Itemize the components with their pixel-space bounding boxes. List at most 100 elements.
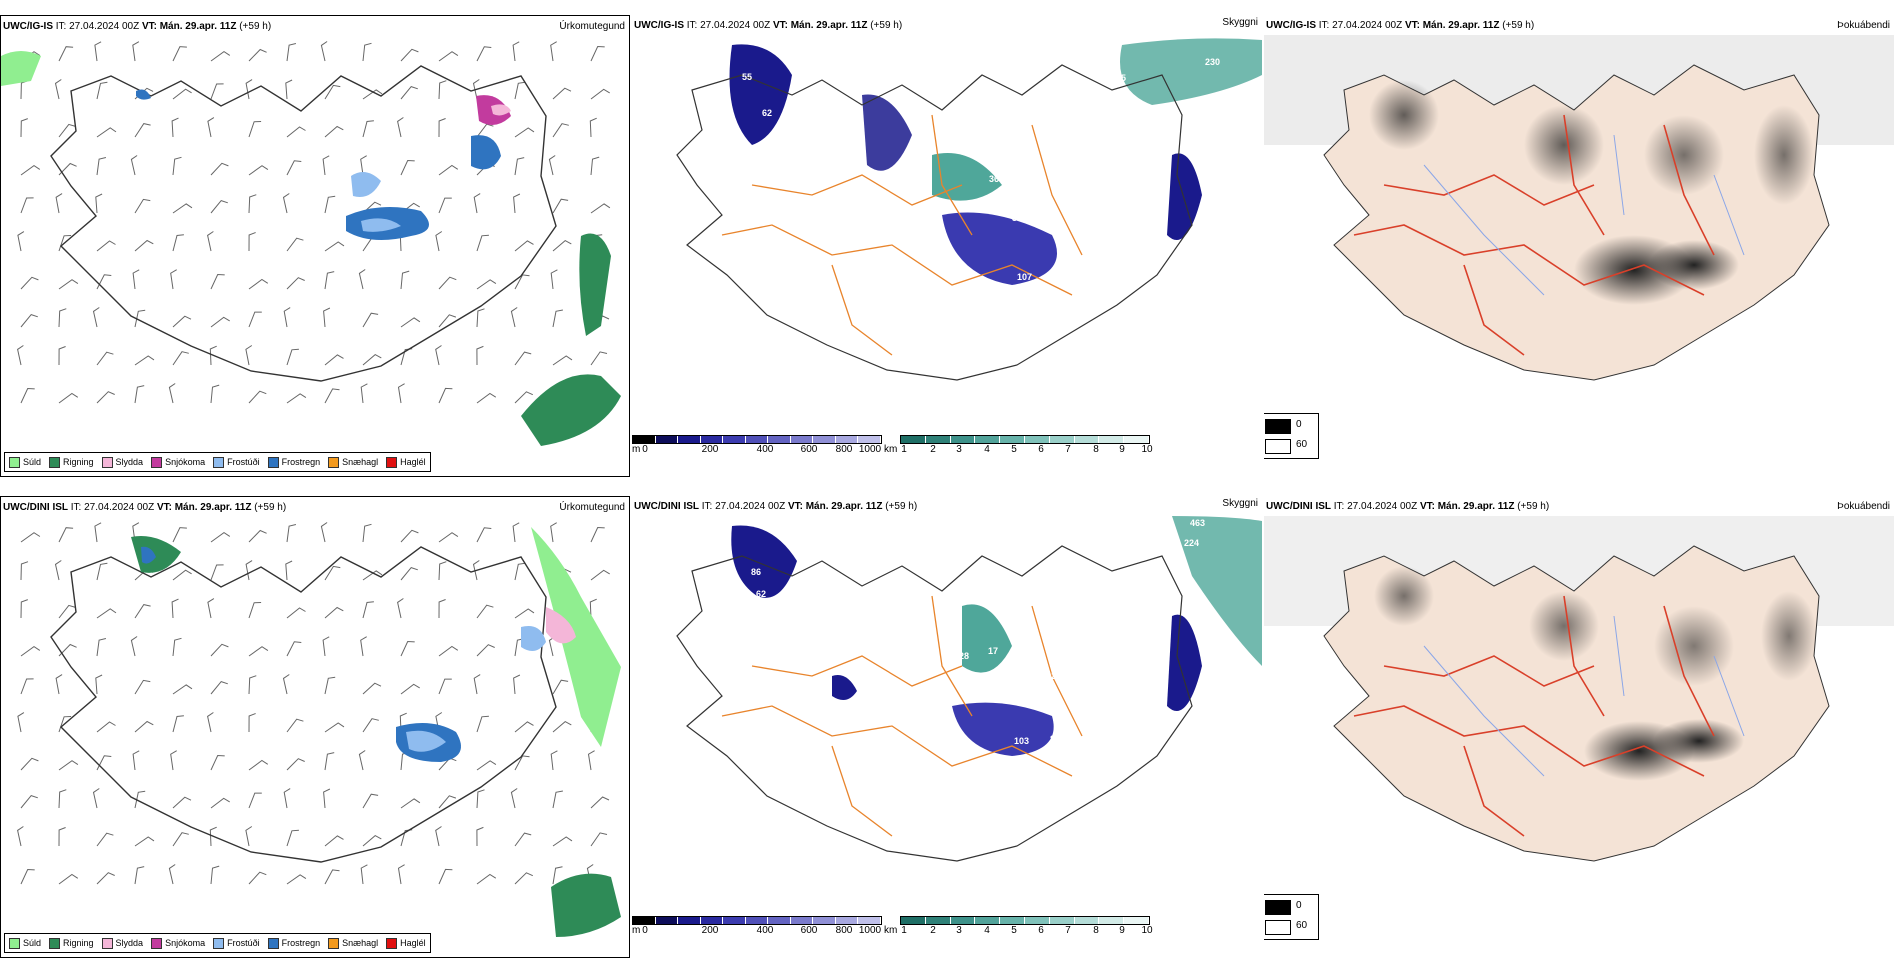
wind-barb: [435, 826, 442, 847]
fog-legend-low-swatch: [1265, 439, 1291, 454]
wind-barb: [248, 759, 269, 771]
wind-barb: [172, 569, 192, 581]
wind-barb: [17, 231, 25, 252]
vis-label: 97: [1098, 278, 1109, 288]
wind-barb: [286, 524, 297, 543]
wind-barb: [58, 604, 76, 619]
wind-barb: [210, 50, 231, 62]
wind-barb: [58, 643, 77, 657]
wind-barb: [170, 269, 177, 290]
panel-field-name: Þokuábendi: [1837, 20, 1890, 31]
colorbar-strip: [632, 916, 882, 925]
wind-barb: [476, 345, 484, 366]
vis-label: 121: [1107, 114, 1123, 124]
colorbar-tick: 1000: [858, 925, 882, 936]
wind-barb: [17, 712, 25, 733]
precip-patches: [131, 527, 621, 937]
wind-barb: [17, 826, 24, 847]
panel-title: UWC/DINI ISL IT: 27.04.2024 00Z VT: Mán.…: [634, 501, 918, 512]
wind-barb: [552, 123, 569, 138]
legend-swatch: [386, 456, 398, 468]
wind-barb: [472, 560, 480, 581]
colorbar-tick: 600: [800, 444, 818, 455]
wind-barb: [210, 643, 229, 657]
wind-barb: [476, 644, 495, 657]
wind-barb: [550, 41, 557, 62]
colorbar-tick: 0: [642, 925, 648, 936]
wind-barb: [360, 636, 367, 657]
wind-barb: [172, 715, 184, 733]
wind-barb: [552, 198, 569, 214]
wind-barb: [397, 864, 405, 885]
wind-barb: [438, 678, 452, 695]
wind-barb: [209, 345, 217, 366]
wind-barb: [130, 155, 138, 176]
wind-barb: [362, 312, 379, 328]
vis-label: 125: [1046, 671, 1062, 681]
wind-barb: [324, 388, 340, 404]
wind-barb: [17, 345, 24, 366]
panel-precip-type-ig: UWC/IG-IS IT: 27.04.2024 00Z VT: Mán. 29…: [0, 15, 630, 477]
wind-barb: [360, 864, 368, 885]
wind-barb: [20, 387, 35, 404]
wind-barb: [58, 760, 79, 771]
wind-barb: [248, 48, 267, 62]
wind-barb: [20, 795, 38, 809]
wind-barb: [207, 712, 214, 733]
colorbar-tick: 9: [1119, 925, 1125, 936]
fog-legend-low-swatch: [1265, 920, 1291, 935]
iceland-coastline: [50, 65, 557, 382]
wind-barb: [172, 684, 193, 695]
wind-barb: [397, 117, 404, 138]
wind-barb: [134, 720, 154, 733]
wind-barb: [171, 598, 179, 619]
fog-legend-high-swatch: [1265, 900, 1291, 915]
wind-barb: [476, 789, 485, 809]
colorbar-tick: 8: [1093, 925, 1099, 936]
colorbar-tick: 6: [1038, 444, 1044, 455]
colorbar-tick: 600: [800, 925, 818, 936]
wind-barb: [476, 234, 489, 252]
wind-barb: [283, 307, 291, 328]
colorbar-tick: 1: [901, 925, 907, 936]
wind-barb: [134, 866, 145, 885]
wind-barb: [286, 829, 299, 847]
vis-label: 83: [1050, 734, 1061, 744]
wind-barb: [132, 41, 140, 62]
wind-barb: [438, 164, 459, 176]
wind-barb: [58, 162, 77, 176]
wind-barb: [438, 51, 459, 62]
wind-barb: [20, 118, 28, 138]
wind-barb: [210, 531, 231, 543]
wind-barb: [20, 164, 41, 176]
wind-barb: [514, 832, 532, 847]
colorbar-tick: 200: [701, 925, 719, 936]
wind-barb: [438, 387, 453, 404]
wind-barb: [96, 832, 114, 847]
legend-item-rigning: Rigning: [49, 456, 94, 468]
wind-barb: [552, 836, 573, 847]
legend-item-frostregn: Frostregn: [267, 937, 320, 949]
wind-barb: [324, 271, 335, 290]
vis-label: 231: [1060, 305, 1076, 315]
wind-barb: [172, 315, 192, 328]
legend-swatch: [49, 937, 61, 949]
vis-label: 121: [1052, 646, 1068, 656]
wind-barb: [210, 797, 230, 809]
wind-barb: [248, 713, 256, 733]
panel-field-name: Úrkomutegund: [559, 502, 625, 513]
legend-swatch: [213, 937, 225, 949]
vis-label: 66: [1119, 734, 1130, 744]
fog-legend-low-label: 60: [1296, 439, 1308, 450]
wind-barb: [20, 757, 39, 771]
wind-barb: [552, 87, 572, 100]
wind-barb: [514, 721, 534, 733]
wind-barb: [590, 569, 610, 581]
colorbar-tick: 400: [756, 444, 774, 455]
colorbar-tick: 1: [901, 444, 907, 455]
wind-barb: [168, 864, 176, 885]
wind-barb: [172, 796, 192, 809]
wind-barb: [172, 203, 193, 214]
colorbar-tick: 8: [1093, 444, 1099, 455]
wind-barb: [245, 345, 253, 366]
